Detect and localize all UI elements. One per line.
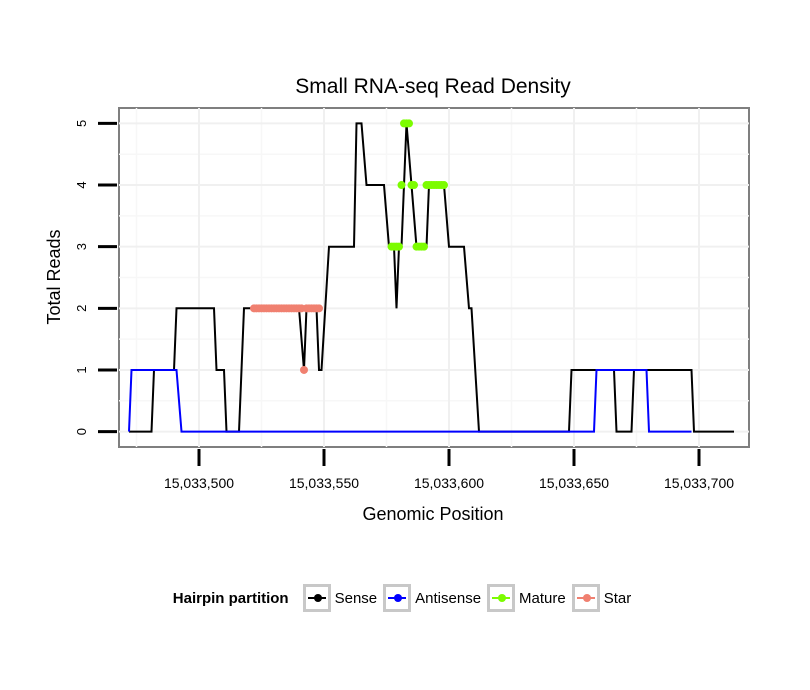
data-point-mature xyxy=(420,242,428,251)
legend-item-star: Star xyxy=(571,584,632,612)
x-tick-label: 15,033,600 xyxy=(414,475,484,491)
series-layer xyxy=(128,119,734,433)
series-line-antisense xyxy=(128,369,692,433)
data-point-mature xyxy=(395,242,403,251)
x-tick-label: 15,033,650 xyxy=(539,475,609,491)
x-axis-label: Genomic Position xyxy=(362,504,503,524)
data-point-mature xyxy=(397,181,406,190)
y-tick-label: 4 xyxy=(74,181,89,188)
x-tick-label: 15,033,550 xyxy=(289,475,359,491)
data-point-star xyxy=(300,365,308,374)
y-axis: 0 1 2 3 4 5 xyxy=(74,120,117,435)
data-point-mature xyxy=(440,181,448,190)
y-tick-label: 3 xyxy=(74,243,89,250)
y-tick-label: 1 xyxy=(74,366,89,373)
y-tick-label: 0 xyxy=(74,428,89,435)
legend-label-antisense: Antisense xyxy=(415,589,482,607)
legend-label-sense: Sense xyxy=(334,589,378,607)
legend-key-sense xyxy=(302,584,331,612)
data-point-star xyxy=(315,304,323,313)
y-tick-label: 2 xyxy=(74,305,89,312)
legend-key-antisense xyxy=(383,584,412,612)
data-point-mature xyxy=(405,119,413,128)
chart-title: Small RNA-seq Read Density xyxy=(295,75,571,98)
x-tick-label: 15,033,700 xyxy=(664,475,734,491)
legend-label-star: Star xyxy=(603,589,632,607)
data-point-mature xyxy=(410,181,418,190)
legend-item-antisense: Antisense xyxy=(383,584,481,612)
legend: Hairpin partition Sense Antisense Mature… xyxy=(0,578,810,618)
legend-item-sense: Sense xyxy=(302,584,378,612)
legend-key-star xyxy=(571,584,600,612)
legend-label-mature: Mature xyxy=(519,589,566,607)
legend-title: Hairpin partition xyxy=(172,589,289,607)
legend-item-mature: Mature xyxy=(487,584,566,612)
legend-key-mature xyxy=(487,584,516,612)
x-tick-label: 15,033,500 xyxy=(164,475,234,491)
y-axis-label: Total Reads xyxy=(44,229,64,324)
x-axis: 15,033,500 15,033,550 15,033,600 15,033,650… xyxy=(164,449,734,491)
y-tick-label: 5 xyxy=(74,120,89,127)
